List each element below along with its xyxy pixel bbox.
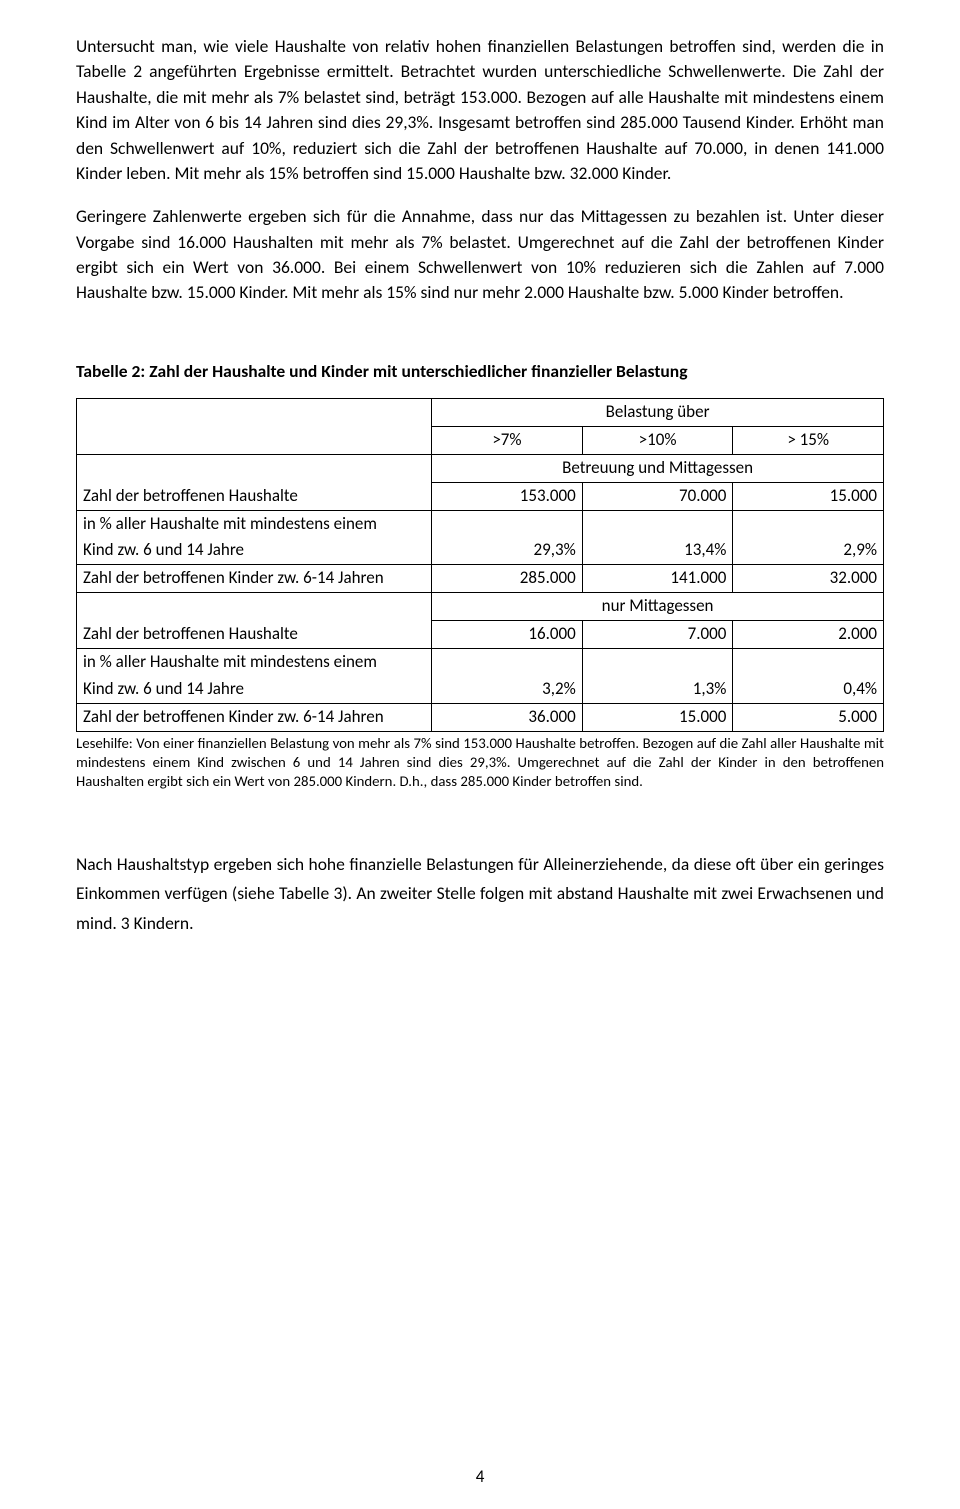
- cell: 3,2%: [432, 676, 583, 703]
- table-section2-header: nur Mittagessen: [77, 593, 884, 621]
- table-section2-title: nur Mittagessen: [432, 593, 884, 621]
- paragraph-1: Untersucht man, wie viele Haushalte von …: [76, 34, 884, 186]
- cell: 7.000: [582, 621, 733, 649]
- cell: 36.000: [432, 704, 583, 732]
- table-section1-title: Betreuung und Mittagessen: [432, 454, 884, 482]
- table-row: Zahl der betroffenen Kinder zw. 6-14 Jah…: [77, 565, 884, 593]
- cell-empty: [733, 510, 884, 537]
- table-lesehilfe: Lesehilfe: Von einer finanziellen Belast…: [76, 734, 884, 792]
- cell-empty: [432, 649, 583, 676]
- table-header-blank: [77, 398, 432, 426]
- row-label-part2: Kind zw. 6 und 14 Jahre: [77, 676, 432, 703]
- paragraph-after: Nach Haushaltstyp ergeben sich hohe fina…: [76, 850, 884, 939]
- cell: 0,4%: [733, 676, 884, 703]
- table-row: Zahl der betroffenen Kinder zw. 6-14 Jah…: [77, 704, 884, 732]
- table-row: Zahl der betroffenen Haushalte 16.000 7.…: [77, 621, 884, 649]
- cell-empty: [733, 649, 884, 676]
- cell: 32.000: [733, 565, 884, 593]
- table-row: in % aller Haushalte mit mindestens eine…: [77, 510, 884, 537]
- cell: 70.000: [582, 482, 733, 510]
- cell: 285.000: [432, 565, 583, 593]
- cell-empty: [582, 649, 733, 676]
- table-caption: Tabelle 2: Zahl der Haushalte und Kinder…: [76, 360, 884, 382]
- table-body: Betreuung und Mittagessen Zahl der betro…: [77, 454, 884, 731]
- cell: 2,9%: [733, 537, 884, 564]
- page-number: 4: [0, 1466, 960, 1487]
- cell: 15.000: [733, 482, 884, 510]
- table-section2-blank: [77, 593, 432, 621]
- table-header-blank2: [77, 426, 432, 454]
- cell: 16.000: [432, 621, 583, 649]
- table-2: Belastung über >7% >10% > 15% Betreuung …: [76, 398, 884, 732]
- paragraph-2: Geringere Zahlenwerte ergeben sich für d…: [76, 204, 884, 306]
- table-row: Kind zw. 6 und 14 Jahre 29,3% 13,4% 2,9%: [77, 537, 884, 564]
- table-row: in % aller Haushalte mit mindestens eine…: [77, 649, 884, 676]
- table-col-3: > 15%: [733, 426, 884, 454]
- page: Untersucht man, wie viele Haushalte von …: [0, 0, 960, 1509]
- row-label: Zahl der betroffenen Haushalte: [77, 482, 432, 510]
- cell-empty: [582, 510, 733, 537]
- table-section1-blank: [77, 454, 432, 482]
- cell: 13,4%: [582, 537, 733, 564]
- cell: 141.000: [582, 565, 733, 593]
- row-label-part2: Kind zw. 6 und 14 Jahre: [77, 537, 432, 564]
- row-label: Zahl der betroffenen Haushalte: [77, 621, 432, 649]
- row-label-part1: in % aller Haushalte mit mindestens eine…: [77, 510, 432, 537]
- row-label-part1: in % aller Haushalte mit mindestens eine…: [77, 649, 432, 676]
- table-col-1: >7%: [432, 426, 583, 454]
- table-row: Zahl der betroffenen Haushalte 153.000 7…: [77, 482, 884, 510]
- cell: 29,3%: [432, 537, 583, 564]
- cell: 2.000: [733, 621, 884, 649]
- row-label: Zahl der betroffenen Kinder zw. 6-14 Jah…: [77, 704, 432, 732]
- cell: 15.000: [582, 704, 733, 732]
- table-header-span: Belastung über: [432, 398, 884, 426]
- table-col-2: >10%: [582, 426, 733, 454]
- table-section1-header: Betreuung und Mittagessen: [77, 454, 884, 482]
- table-head: Belastung über >7% >10% > 15%: [77, 398, 884, 454]
- cell-empty: [432, 510, 583, 537]
- row-label: Zahl der betroffenen Kinder zw. 6-14 Jah…: [77, 565, 432, 593]
- cell: 153.000: [432, 482, 583, 510]
- table-row: Kind zw. 6 und 14 Jahre 3,2% 1,3% 0,4%: [77, 676, 884, 703]
- cell: 5.000: [733, 704, 884, 732]
- cell: 1,3%: [582, 676, 733, 703]
